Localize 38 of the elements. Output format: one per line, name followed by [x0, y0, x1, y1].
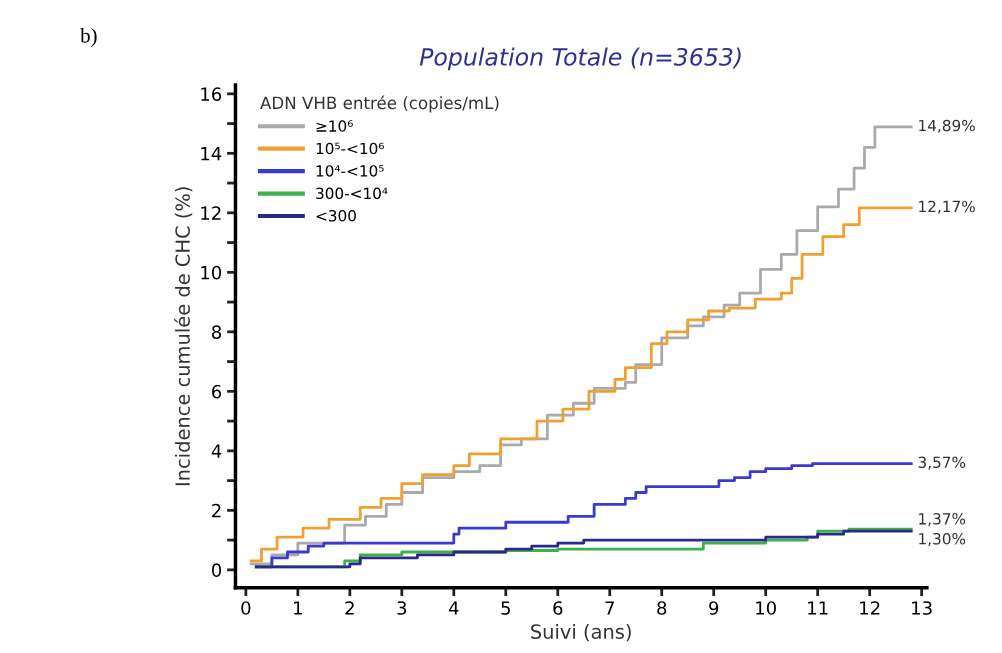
legend-label: 10⁵-<10⁶ — [316, 142, 384, 155]
y-axis-title: Incidence cumulée de CHC (%) — [174, 187, 193, 486]
x-tick-label: 5 — [501, 601, 510, 615]
x-tick-label: 10 — [756, 601, 776, 615]
x-tick-label: 8 — [657, 601, 667, 615]
y-tick-label: 14 — [201, 147, 222, 161]
legend-title: ADN VHB entrée (copies/mL) — [260, 95, 499, 113]
x-tick-label: 13 — [912, 601, 932, 615]
data-label: 1,37% — [919, 513, 966, 527]
chart-title: Population Totale (n=3653) — [419, 47, 741, 71]
y-tick-label: 0 — [211, 563, 222, 577]
data-label: 12,17% — [919, 200, 975, 214]
y-tick-label: 2 — [212, 503, 221, 518]
y-tick-label: 4 — [211, 444, 222, 458]
legend-label: 10⁴-<10⁵ — [316, 165, 384, 177]
y-tick-label: 12 — [201, 206, 221, 220]
data-label: 3,57% — [918, 456, 966, 470]
x-tick-label: 4 — [448, 601, 459, 615]
x-tick-label: 6 — [553, 601, 563, 615]
legend-label: 300-<10⁴ — [316, 187, 388, 200]
x-tick-label: 7 — [605, 601, 614, 615]
y-tick-label: 16 — [201, 87, 222, 101]
legend-label: <300 — [316, 209, 356, 222]
x-tick-label: 3 — [397, 601, 407, 615]
y-tick-label: 8 — [212, 325, 222, 339]
x-tick-label: 0 — [241, 601, 251, 615]
x-tick-label: 1 — [294, 601, 302, 615]
data-label: 1,30% — [919, 532, 966, 547]
x-axis-title: Suivi (ans) — [531, 623, 631, 642]
y-tick-label: 6 — [212, 384, 222, 399]
legend-label: ≥10⁶ — [316, 120, 353, 132]
data-label: 14,89% — [919, 119, 975, 133]
x-tick-label: 9 — [709, 601, 719, 615]
x-tick-label: 11 — [808, 601, 828, 615]
x-tick-label: 12 — [860, 601, 880, 615]
y-tick-label: 10 — [201, 265, 222, 280]
x-tick-label: 2 — [345, 601, 354, 615]
text: b) — [80, 27, 97, 47]
